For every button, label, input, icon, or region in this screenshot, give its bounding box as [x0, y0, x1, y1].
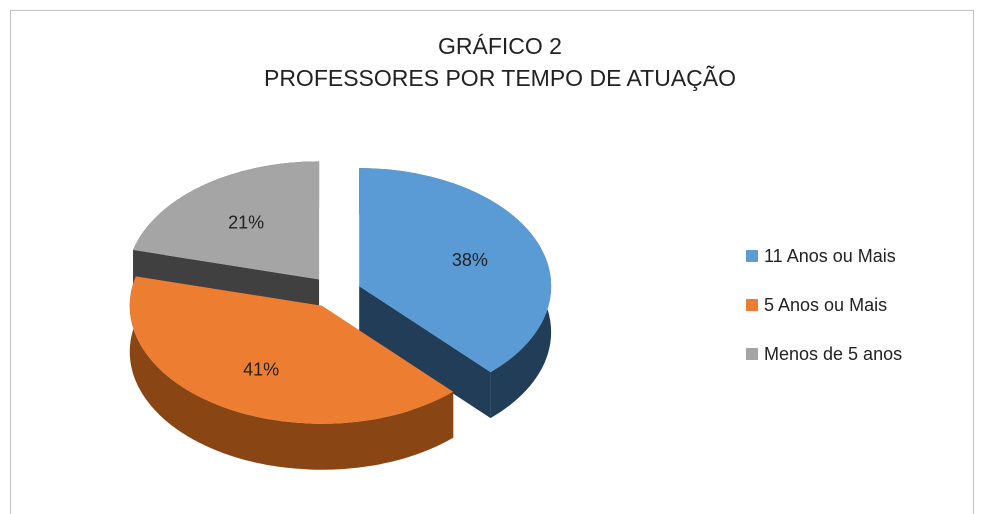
chart-subtitle: PROFESSORES POR TEMPO DE ATUAÇÃO — [264, 65, 736, 91]
data-label: 21% — [228, 212, 264, 232]
slice — [133, 161, 320, 280]
legend-label: Menos de 5 anos — [764, 344, 902, 364]
slice — [129, 276, 454, 424]
data-label: 38% — [452, 250, 488, 270]
legend-swatch — [746, 250, 758, 262]
data-label: 41% — [243, 359, 279, 379]
slice — [359, 168, 552, 373]
chart-title: GRÁFICO 2 — [438, 33, 562, 59]
slice-side — [359, 286, 491, 419]
legend-label: 5 Anos ou Mais — [764, 295, 887, 315]
slice-side — [129, 276, 454, 470]
legend-label: 11 Anos ou Mais — [764, 246, 896, 266]
legend-swatch — [746, 299, 758, 311]
legend-swatch — [746, 348, 758, 360]
